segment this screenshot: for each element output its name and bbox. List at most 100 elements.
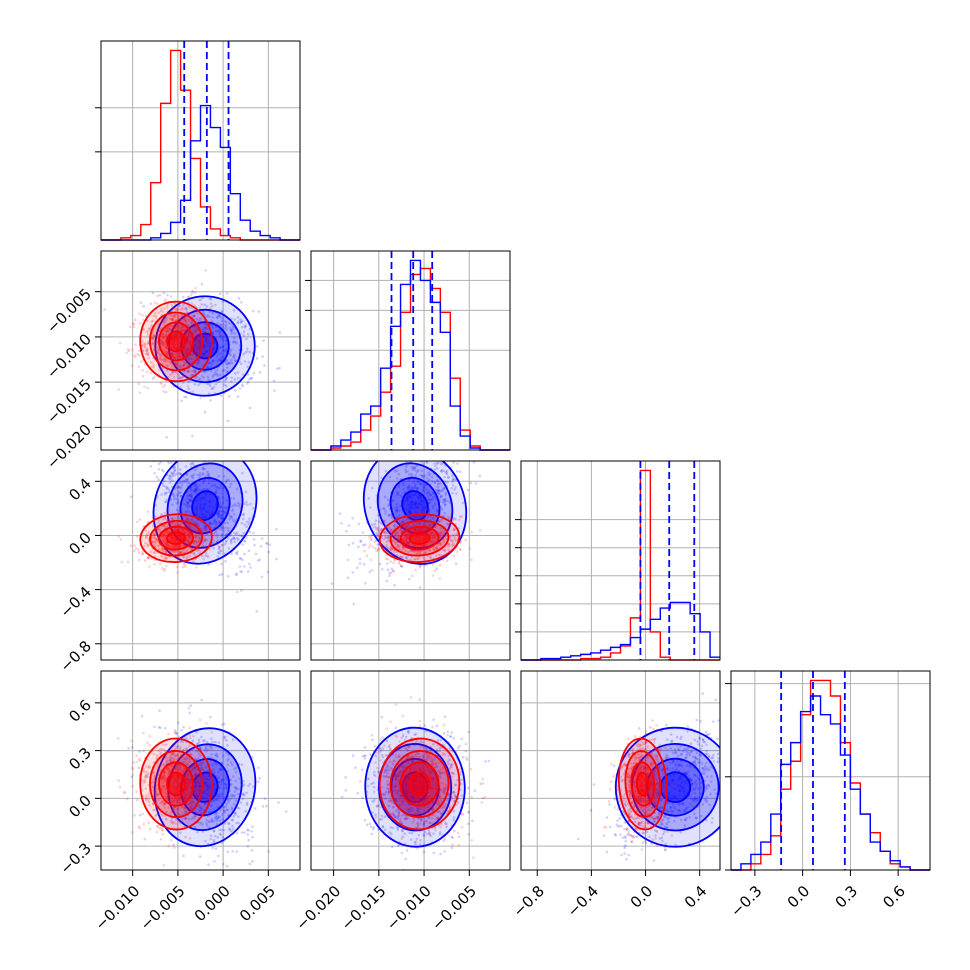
scatter-point — [176, 523, 180, 527]
scatter-point — [174, 362, 177, 365]
scatter-point — [204, 326, 208, 330]
scatter-point — [210, 362, 214, 366]
scatter-point — [347, 543, 351, 547]
scatter-point — [138, 813, 142, 817]
scatter-point — [221, 345, 225, 348]
scatter-point — [410, 457, 413, 460]
scatter-point — [205, 305, 209, 308]
scatter-point — [203, 352, 206, 355]
scatter-point — [215, 535, 219, 539]
scatter-point — [259, 544, 263, 548]
scatter-point — [254, 552, 258, 556]
scatter-point — [183, 364, 186, 367]
scatter-point — [248, 562, 251, 566]
y-tick-label-1-3: −0.005 — [43, 285, 95, 337]
scatter-point — [152, 348, 156, 351]
scatter-point — [152, 363, 155, 367]
scatter-point — [474, 482, 478, 485]
scatter-point — [184, 503, 188, 507]
scatter-point — [156, 302, 159, 305]
scatter-point — [201, 327, 205, 330]
scatter-point — [189, 345, 192, 348]
scatter-point — [162, 320, 166, 324]
scatter-point — [178, 346, 181, 350]
scatter-point — [169, 353, 173, 356]
scatter-point — [208, 452, 211, 455]
scatter-point — [246, 347, 249, 351]
scatter-point — [185, 538, 189, 542]
scatter-point — [211, 846, 215, 850]
scatter-point — [455, 469, 459, 473]
scatter-point — [207, 392, 211, 396]
scatter-point — [163, 383, 167, 387]
scatter-point — [209, 715, 212, 719]
scatter-point — [188, 505, 192, 508]
scatter-point — [219, 394, 223, 397]
scatter-point — [140, 714, 144, 718]
scatter-point — [210, 543, 214, 547]
scatter-point — [243, 360, 247, 363]
scatter-point — [164, 500, 167, 504]
scatter-point — [166, 350, 170, 354]
scatter-point — [154, 503, 157, 507]
scatter-point — [145, 347, 149, 350]
scatter-point — [194, 487, 198, 490]
scatter-point — [165, 326, 169, 330]
scatter-point — [438, 563, 442, 567]
scatter-point — [207, 488, 210, 491]
scatter-point — [172, 492, 175, 496]
scatter-point — [181, 431, 184, 434]
scatter-point — [220, 509, 224, 513]
scatter-point — [188, 711, 191, 715]
scatter-point — [161, 333, 164, 337]
scatter-point — [236, 395, 240, 398]
scatter-point — [192, 490, 195, 493]
scatter-point — [180, 371, 184, 374]
scatter-point — [478, 474, 482, 478]
scatter-point — [208, 492, 212, 496]
scatter-point — [176, 325, 180, 329]
scatter-point — [126, 560, 130, 564]
scatter-point — [141, 812, 144, 816]
scatter-point — [146, 342, 149, 346]
scatter-point — [198, 346, 201, 349]
scatter-point — [425, 444, 428, 447]
scatter-point — [188, 726, 192, 730]
scatter-point — [212, 766, 216, 769]
scatter-point — [219, 549, 222, 553]
scatter-point — [196, 336, 200, 339]
scatter-point — [203, 467, 206, 471]
scatter-point — [415, 504, 418, 508]
scatter-point — [197, 347, 201, 351]
scatter-point — [449, 514, 452, 518]
scatter-point — [438, 444, 441, 447]
scatter-point — [171, 314, 174, 318]
scatter-point — [215, 348, 218, 352]
scatter-point — [179, 495, 183, 498]
scatter-point — [194, 369, 197, 373]
scatter-point — [419, 564, 422, 567]
scatter-point — [218, 515, 222, 519]
scatter-point — [231, 327, 235, 331]
scatter-point — [117, 388, 120, 391]
scatter-point — [186, 335, 189, 338]
scatter-point — [222, 349, 225, 352]
scatter-point — [168, 328, 172, 331]
scatter-point — [220, 535, 224, 538]
scatter-point — [173, 468, 177, 472]
scatter-point — [431, 563, 435, 566]
scatter-point — [167, 477, 171, 480]
scatter-point — [201, 515, 205, 519]
scatter-point — [184, 306, 188, 310]
scatter-point — [243, 326, 247, 329]
scatter-point — [187, 370, 190, 374]
scatter-point — [164, 329, 167, 332]
scatter-point — [198, 500, 202, 504]
scatter-point — [154, 424, 157, 427]
scatter-point — [169, 354, 172, 358]
scatter-point — [190, 474, 193, 478]
scatter-point — [119, 538, 123, 541]
scatter-point — [433, 456, 436, 459]
scatter-point — [185, 339, 189, 343]
scatter-point — [243, 540, 247, 543]
